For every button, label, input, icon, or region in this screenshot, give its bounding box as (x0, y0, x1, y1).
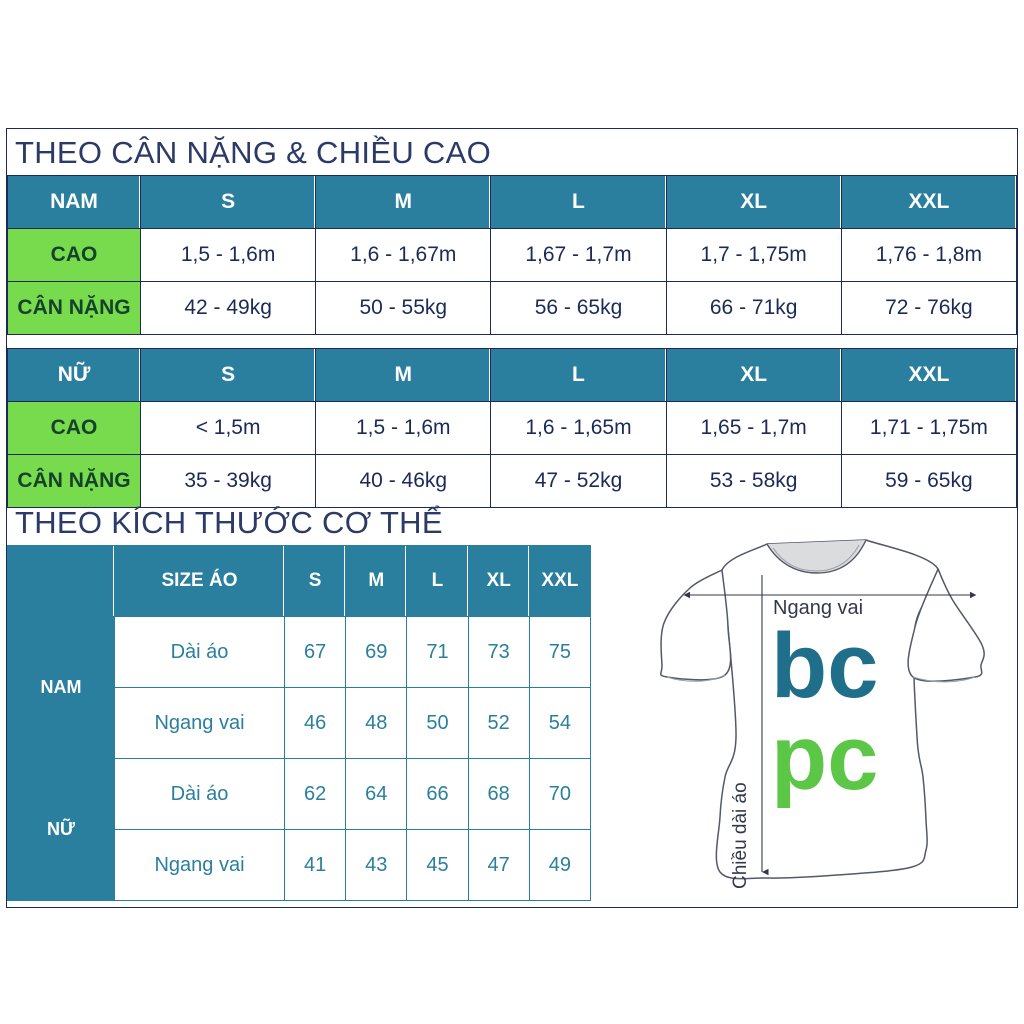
svg-text:pc: pc (771, 707, 878, 809)
svg-text:bc: bc (771, 615, 878, 717)
